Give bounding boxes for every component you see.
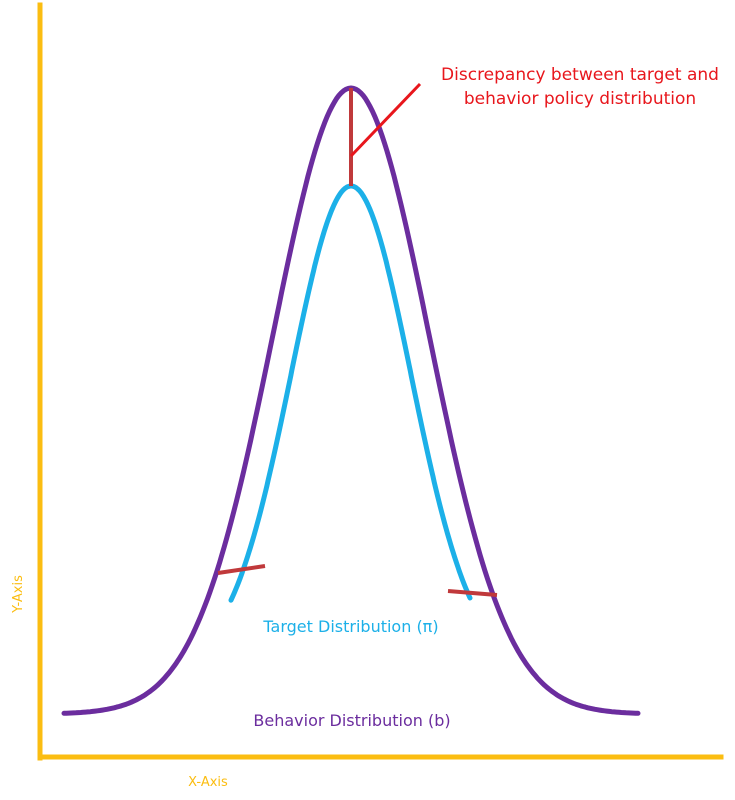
target-distribution-curve bbox=[228, 183, 473, 603]
annotation-pointer bbox=[349, 82, 422, 158]
x-axis-label: X-Axis bbox=[188, 775, 228, 790]
annotation-text-line2: behavior policy distribution bbox=[464, 89, 696, 109]
behavior-distribution-label: Behavior Distribution (b) bbox=[253, 711, 450, 730]
annotation-text-line1: Discrepancy between target and bbox=[441, 65, 719, 85]
y-axis-label: Y-Axis bbox=[11, 575, 26, 614]
target-distribution-label: Target Distribution (π) bbox=[262, 617, 438, 636]
right-discrepancy-line bbox=[447, 589, 498, 597]
left-discrepancy-line bbox=[217, 564, 266, 575]
